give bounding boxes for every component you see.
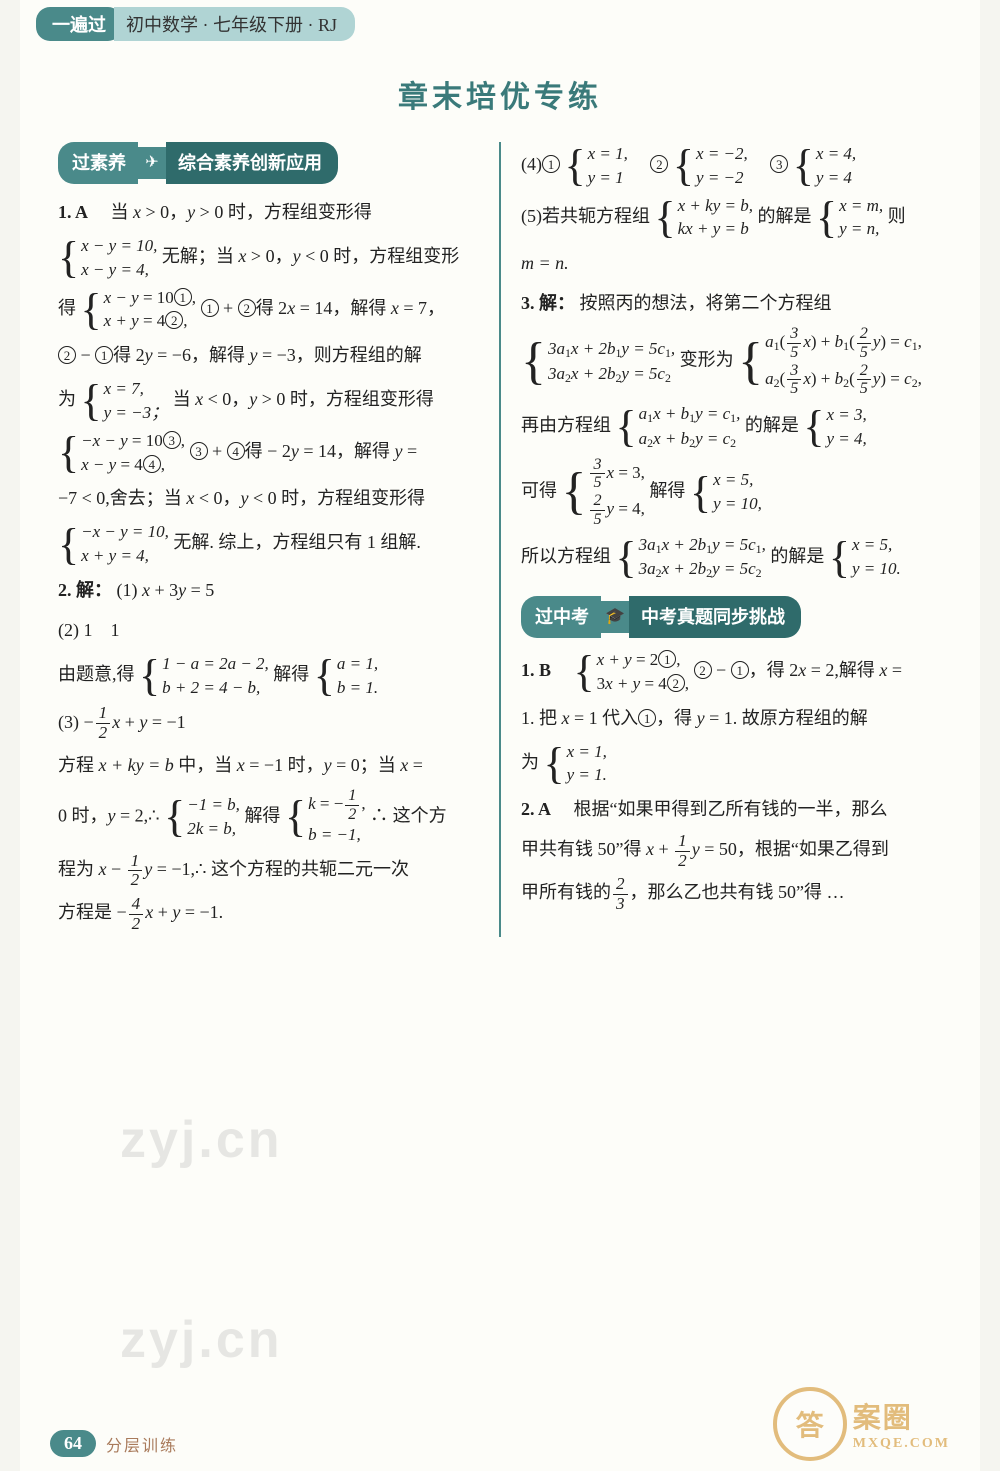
zk2-label: 2. A (521, 799, 551, 819)
q1-l3: 2 − 1得 2y = −6，解得 y = −3，则方程组的解 (58, 337, 479, 373)
text: 3 + 4得 − 2y = 14，解得 y = (190, 441, 418, 461)
row: b + 2 = 4 − b, (162, 676, 269, 700)
row: y = −3； (104, 401, 169, 425)
footer-label: 分层训练 (106, 1432, 178, 1456)
den: 2 (96, 724, 111, 743)
badge-tail: 综合素养创新应用 (166, 142, 338, 184)
watermark: zyj.cn (120, 1310, 283, 1370)
zk2-l1: 2. A 根据“如果甲得到乙所有钱的一半，那么 (521, 791, 942, 827)
text: ∴ 这个方 (370, 805, 447, 825)
row: a = 1, (337, 652, 378, 676)
text: 解得 (244, 805, 280, 825)
right-column: (4)1 { x = 1,y = 1 2 { x = −2,y = −2 3 {… (521, 142, 942, 937)
zk1-l3: 为 { x = 1,y = 1. (521, 740, 942, 788)
logo-text: 案圈 MXQE.COM (853, 1396, 950, 1452)
logo-watermark: 答 案圈 MXQE.COM (773, 1387, 950, 1461)
zk2-l3: 甲所有钱的23，那么乙也共有钱 50”得 … (521, 874, 942, 913)
page-title: 章末培优专练 (20, 72, 980, 116)
page: 一遍过 初中数学 · 七年级下册 · RJ 章末培优专练 过素养 ✈ 综合素养创… (20, 0, 980, 1471)
logo-en: MXQE.COM (853, 1436, 950, 1452)
zk2-l2: 甲共有钱 50”得 x + 12y = 50，根据“如果乙得到 (521, 831, 942, 870)
badge-head: 过中考 (521, 596, 601, 638)
row: b = −1, (308, 823, 366, 847)
section-suyang: 过素养 ✈ 综合素养创新应用 (58, 142, 338, 184)
row: 2k = b, (187, 817, 240, 841)
content-columns: 过素养 ✈ 综合素养创新应用 1. A 当 x > 0，y > 0 时，方程组变… (20, 142, 980, 937)
q2-l4: 程为 x − 12y = −1,∴ 这个方程的共轭二元一次 (58, 851, 479, 890)
cap-icon: 🎓 (601, 601, 629, 633)
text: 当 x < 0，y > 0 时，方程组变形得 (173, 389, 434, 409)
top-bar: 一遍过 初中数学 · 七年级下册 · RJ (20, 0, 980, 48)
q3-label: 3. 解： (521, 293, 575, 313)
q2-l2: 方程 x + ky = b 中，当 x = −1 时，y = 0；当 x = (58, 747, 479, 783)
row: x + y = 4, (81, 544, 169, 568)
section-zhongkao: 过中考 🎓 中考真题同步挑战 (521, 596, 801, 638)
brand-pill: 一遍过 (36, 7, 122, 41)
badge-tail: 中考真题同步挑战 (629, 596, 801, 638)
q3-l1: 3. 解： 按照丙的想法，将第二个方程组 (521, 285, 942, 321)
r5: (5)若共轭方程组 { x + ky = b,kx + y = b 的解是 { … (521, 194, 942, 242)
text: (3) − (58, 712, 94, 732)
text: 无解；当 x > 0，y < 0 时，方程组变形 (162, 246, 459, 266)
r5-conc: m = n. (521, 245, 942, 281)
text: 为 (58, 389, 76, 409)
text: 由题意,得 (58, 664, 135, 684)
row: x = 7, (104, 377, 169, 401)
row: x − y = 10, (81, 234, 157, 258)
badge-head: 过素养 (58, 142, 138, 184)
q2-l5: 方程是 −42x + y = −1. (58, 894, 479, 933)
left-column: 过素养 ✈ 综合素养创新应用 1. A 当 x > 0，y > 0 时，方程组变… (58, 142, 479, 937)
logo-cn: 案圈 (853, 1403, 913, 1434)
column-divider (499, 142, 501, 937)
row: x − y = 4, (81, 258, 157, 282)
row: −1 = b, (187, 793, 240, 817)
q3-sys2: 再由方程组 { a1x + b1y = c1, a2x + b2y = c2 的… (521, 402, 942, 451)
text: 无解. 综上，方程组只有 1 组解. (173, 532, 421, 552)
q1-line1: 1. A 当 x > 0，y > 0 时，方程组变形得 (58, 194, 479, 230)
q1-sys4: { −x − y = 103, x − y = 44, 3 + 4得 − 2y … (58, 429, 479, 477)
watermark: zyj.cn (120, 1110, 283, 1170)
plane-icon: ✈ (138, 147, 166, 179)
text: 当 x > 0，y > 0 时，方程组变形得 (111, 202, 372, 222)
text: 解得 (273, 664, 309, 684)
row: −x − y = 10, (81, 520, 169, 544)
q2-2: (2) 1 1 (58, 612, 479, 648)
subject-pill: 初中数学 · 七年级下册 · RJ (114, 7, 355, 41)
q3-sys3: 可得 { 35x = 3, 25y = 4, 解得 { x = 5,y = 10… (521, 456, 942, 529)
q1-sys5: { −x − y = 10, x + y = 4, 无解. 综上，方程组只有 1… (58, 520, 479, 568)
row: 1 − a = 2a − 2, (162, 652, 269, 676)
zk1: 1. B { x + y = 21, 3x + y = 42, 2 − 1，得 … (521, 648, 942, 696)
q2-3: (3) −12x + y = −1 (58, 704, 479, 743)
q1-l6: −7 < 0,舍去；当 x < 0，y < 0 时，方程组变形得 (58, 480, 479, 516)
q1-sys2: 得 { x − y = 101, x + y = 42, 1 + 2得 2x =… (58, 286, 479, 334)
text: 1 + 2得 2x = 14，解得 x = 7， (201, 298, 445, 318)
q3-sys4: 所以方程组 { 3a1x + 2b1y = 5c1, 3a2x + 2b2y =… (521, 533, 942, 582)
q1-label: 1. A (58, 202, 88, 222)
zk1-label: 1. B (521, 660, 551, 680)
footer: 64 分层训练 (50, 1430, 178, 1457)
q1-sys3: 为 { x = 7, y = −3； 当 x < 0，y > 0 时，方程组变形… (58, 377, 479, 425)
q3-sys1: { 3a1x + 2b1y = 5c1, 3a2x + 2b2y = 5c2 变… (521, 325, 942, 398)
page-number: 64 (50, 1430, 96, 1457)
num: 1 (96, 704, 111, 724)
logo-icon: 答 (773, 1387, 847, 1461)
q2-sysC: 0 时，y = 2,∴ { −1 = b, 2k = b, 解得 { k = −… (58, 787, 479, 847)
q1-sys1: { x − y = 10, x − y = 4, 无解；当 x > 0，y < … (58, 234, 479, 282)
q2-label: 2. 解： (58, 580, 112, 600)
zk1-l2: 1. 把 x = 1 代入1，得 y = 1. 故原方程组的解 (521, 700, 942, 736)
q2-sysA: 由题意,得 { 1 − a = 2a − 2, b + 2 = 4 − b, 解… (58, 652, 479, 700)
row: b = 1. (337, 676, 378, 700)
text: 得 (58, 298, 76, 318)
r4: (4)1 { x = 1,y = 1 2 { x = −2,y = −2 3 {… (521, 142, 942, 190)
q2-1: 2. 解： (1) x + 3y = 5 (58, 572, 479, 608)
